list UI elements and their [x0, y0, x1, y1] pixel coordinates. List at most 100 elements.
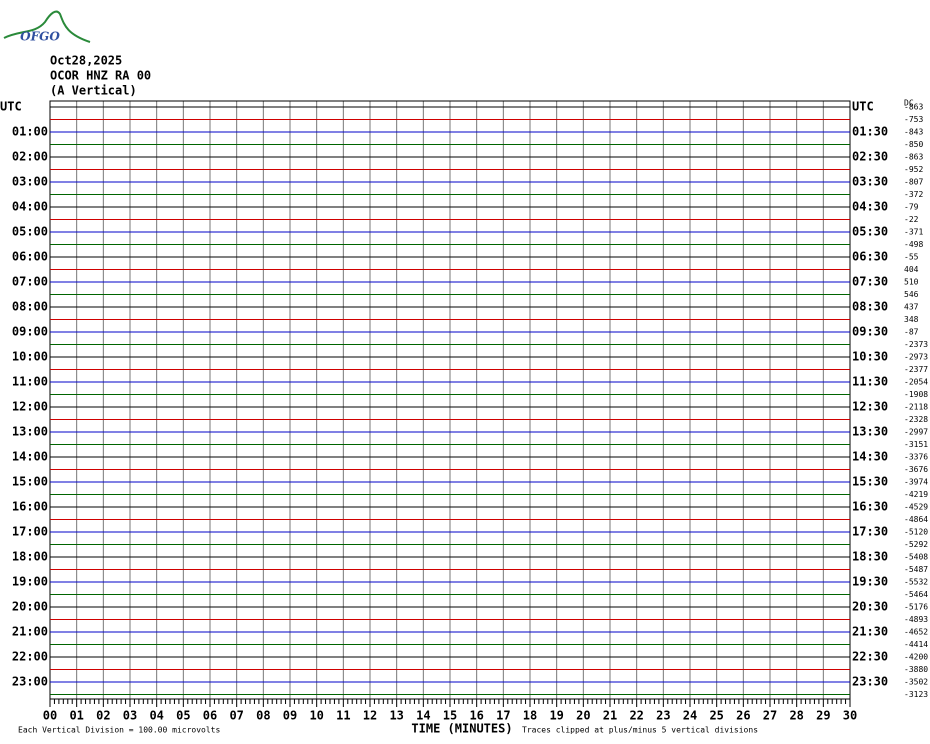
axis-title: TIME (MINUTES) [411, 722, 512, 736]
right-label: 01:30 [852, 125, 888, 139]
x-tick-label: 06 [203, 709, 217, 723]
dc-value: -5408 [904, 553, 928, 562]
logo-mark [3, 10, 91, 43]
dc-value: -863 [904, 153, 923, 162]
date: Oct28,2025 [50, 54, 122, 68]
dc-value: -2054 [904, 378, 928, 387]
right-label: 21:30 [852, 625, 888, 639]
dc-value: -843 [904, 128, 923, 137]
x-tick-label: 23 [656, 709, 670, 723]
dc-value: -22 [904, 215, 919, 224]
right-label: 06:30 [852, 250, 888, 264]
dc-value: -498 [904, 240, 923, 249]
left-label: 23:00 [12, 675, 48, 689]
dc-value: -3502 [904, 678, 928, 687]
x-tick-label: 21 [603, 709, 617, 723]
left-label: 07:00 [12, 275, 48, 289]
dc-value: -1908 [904, 390, 928, 399]
left-label: 09:00 [12, 325, 48, 339]
x-tick-label: 03 [123, 709, 137, 723]
dc-value: -3676 [904, 465, 928, 474]
dc-value: -4529 [904, 503, 928, 512]
right-label: 17:30 [852, 525, 888, 539]
dc-value: -79 [904, 203, 919, 212]
left-label: 11:00 [12, 375, 48, 389]
dc-value: -5464 [904, 590, 928, 599]
clip-note: Traces clipped at plus/minus 5 vertical … [522, 726, 758, 735]
x-tick-label: 28 [789, 709, 803, 723]
right-label: 22:30 [852, 650, 888, 664]
dc-value: -55 [904, 253, 919, 262]
dc-value: 348 [904, 315, 919, 324]
dc-value: -3151 [904, 440, 928, 449]
dc-value: -2377 [904, 365, 928, 374]
x-tick-label: 26 [736, 709, 750, 723]
x-tick-label: 07 [229, 709, 243, 723]
x-tick-label: 24 [683, 709, 697, 723]
dc-value: -2373 [904, 340, 928, 349]
dc-value: -2997 [904, 428, 928, 437]
dc-value: -4864 [904, 515, 928, 524]
dc-value: 546 [904, 290, 919, 299]
station: OCOR HNZ RA 00 [50, 69, 151, 83]
dc-value: -5292 [904, 540, 928, 549]
dc-value: -4219 [904, 490, 928, 499]
dc-value: -4652 [904, 628, 928, 637]
right-label: 15:30 [852, 475, 888, 489]
right-label: 08:30 [852, 300, 888, 314]
dc-value: -863 [904, 103, 923, 112]
dc-value: -5120 [904, 528, 928, 537]
right-label: 19:30 [852, 575, 888, 589]
plot-frame [49, 100, 851, 700]
right-label: 23:30 [852, 675, 888, 689]
x-tick-label: 02 [96, 709, 110, 723]
left-label: 17:00 [12, 525, 48, 539]
dc-value: -87 [904, 328, 919, 337]
left-label: 06:00 [12, 250, 48, 264]
left-label: 08:00 [12, 300, 48, 314]
x-tick-label: 16 [469, 709, 483, 723]
dc-value: -850 [904, 140, 923, 149]
x-tick-label: 17 [496, 709, 510, 723]
x-tick-label: 27 [763, 709, 777, 723]
right-label: 18:30 [852, 550, 888, 564]
left-label: 22:00 [12, 650, 48, 664]
right-label: 05:30 [852, 225, 888, 239]
division-note: Each Vertical Division = 100.00 microvol… [18, 726, 220, 735]
x-tick-label: 09 [283, 709, 297, 723]
dc-value: -2118 [904, 403, 928, 412]
right-label: 07:30 [852, 275, 888, 289]
right-label: 10:30 [852, 350, 888, 364]
left-label: 16:00 [12, 500, 48, 514]
right-label: 04:30 [852, 200, 888, 214]
left-label: UTC [0, 100, 22, 114]
right-label: 11:30 [852, 375, 888, 389]
right-label: UTC [852, 100, 874, 114]
left-label: 19:00 [12, 575, 48, 589]
dc-value: 437 [904, 303, 919, 312]
left-label: 03:00 [12, 175, 48, 189]
dc-value: 510 [904, 278, 919, 287]
x-tick-label: 15 [443, 709, 457, 723]
left-label: 10:00 [12, 350, 48, 364]
x-tick-label: 05 [176, 709, 190, 723]
dc-value: -3123 [904, 690, 928, 699]
x-tick-label: 19 [549, 709, 563, 723]
left-label: 18:00 [12, 550, 48, 564]
right-label: 16:30 [852, 500, 888, 514]
left-label: 02:00 [12, 150, 48, 164]
dc-label: DC [904, 99, 914, 108]
x-tick-label: 25 [709, 709, 723, 723]
dc-value: -2973 [904, 353, 928, 362]
dc-value: -2328 [904, 415, 928, 424]
left-label: 14:00 [12, 450, 48, 464]
dc-value: -372 [904, 190, 923, 199]
dc-value: -3376 [904, 453, 928, 462]
x-tick-label: 13 [389, 709, 403, 723]
dc-value: 404 [904, 265, 919, 274]
right-label: 12:30 [852, 400, 888, 414]
right-label: 02:30 [852, 150, 888, 164]
left-label: 12:00 [12, 400, 48, 414]
dc-value: -4893 [904, 615, 928, 624]
left-label: 04:00 [12, 200, 48, 214]
